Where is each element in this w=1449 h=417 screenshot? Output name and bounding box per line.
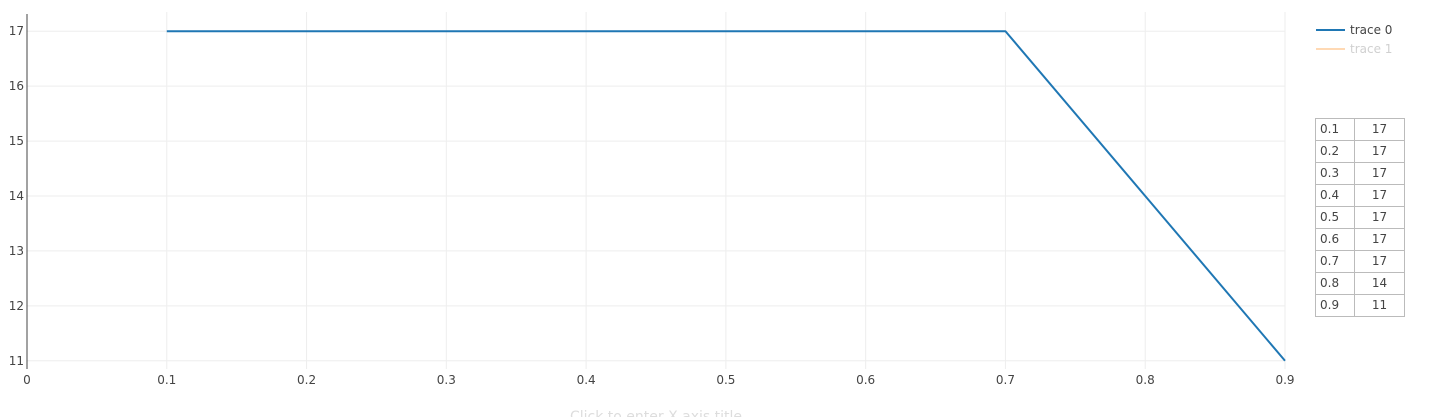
x-tick-label: 0.8 — [1136, 373, 1155, 387]
x-tick-label: 0.6 — [856, 373, 875, 387]
data-table: 0.1 17 0.2 17 0.3 17 0.4 17 0.5 17 0.6 17 0.7 17 0.8 14… — [1315, 118, 1405, 317]
table-row: 0.6 17 — [1315, 228, 1405, 251]
table-cell-x: 0.4 — [1315, 184, 1355, 207]
table-cell-y: 17 — [1354, 250, 1405, 273]
legend-label: trace 0 — [1350, 23, 1392, 37]
y-tick-label: 14 — [9, 189, 24, 203]
table-cell-x: 0.6 — [1315, 228, 1355, 251]
table-cell-x: 0.8 — [1315, 272, 1355, 295]
legend-label: trace 1 — [1350, 42, 1392, 56]
table-row: 0.1 17 — [1315, 118, 1405, 141]
x-axis-title[interactable]: Click to enter X axis title — [570, 409, 742, 417]
table-cell-y: 17 — [1354, 140, 1405, 163]
legend-item[interactable]: trace 1 — [1316, 42, 1392, 56]
y-tick-label: 15 — [9, 134, 24, 148]
table-cell-x: 0.3 — [1315, 162, 1355, 185]
table-cell-y: 17 — [1354, 162, 1405, 185]
legend[interactable]: trace 0 trace 1 — [1316, 23, 1392, 56]
y-tick-label: 16 — [9, 79, 24, 93]
table-row: 0.2 17 — [1315, 140, 1405, 163]
table-row: 0.3 17 — [1315, 162, 1405, 185]
tick-labels: 0 0.1 0.2 0.3 0.4 0.5 0.6 0.7 0.8 0.9 11 12 13 14 15 16… — [9, 24, 1295, 387]
x-tick-label: 0.3 — [437, 373, 456, 387]
y-tick-label: 11 — [9, 354, 24, 368]
table-row: 0.7 17 — [1315, 250, 1405, 273]
table-cell-y: 17 — [1354, 228, 1405, 251]
y-tick-label: 12 — [9, 299, 24, 313]
table-cell-x: 0.9 — [1315, 294, 1355, 317]
y-tick-label: 13 — [9, 244, 24, 258]
table-cell-y: 17 — [1354, 206, 1405, 229]
table-cell-x: 0.5 — [1315, 206, 1355, 229]
table-row: 0.4 17 — [1315, 184, 1405, 207]
table-cell-x: 0.2 — [1315, 140, 1355, 163]
legend-item[interactable]: trace 0 — [1316, 23, 1392, 37]
x-tick-label: 0.9 — [1275, 373, 1294, 387]
table-row: 0.8 14 — [1315, 272, 1405, 295]
x-tick-label: 0.1 — [157, 373, 176, 387]
table-row: 0.5 17 — [1315, 206, 1405, 229]
table-cell-x: 0.1 — [1315, 118, 1355, 141]
x-tick-label: 0.4 — [577, 373, 596, 387]
x-tick-label: 0.5 — [716, 373, 735, 387]
table-cell-y: 14 — [1354, 272, 1405, 295]
table-cell-y: 17 — [1354, 118, 1405, 141]
x-tick-label: 0 — [23, 373, 31, 387]
table-cell-y: 11 — [1354, 294, 1405, 317]
grid — [27, 12, 1286, 369]
table-cell-y: 17 — [1354, 184, 1405, 207]
table-cell-x: 0.7 — [1315, 250, 1355, 273]
y-tick-label: 17 — [9, 24, 24, 38]
table-row: 0.9 11 — [1315, 294, 1405, 317]
series — [166, 30, 1286, 362]
x-tick-label: 0.2 — [297, 373, 316, 387]
x-tick-label: 0.7 — [996, 373, 1015, 387]
series-line-0 — [166, 30, 1286, 362]
